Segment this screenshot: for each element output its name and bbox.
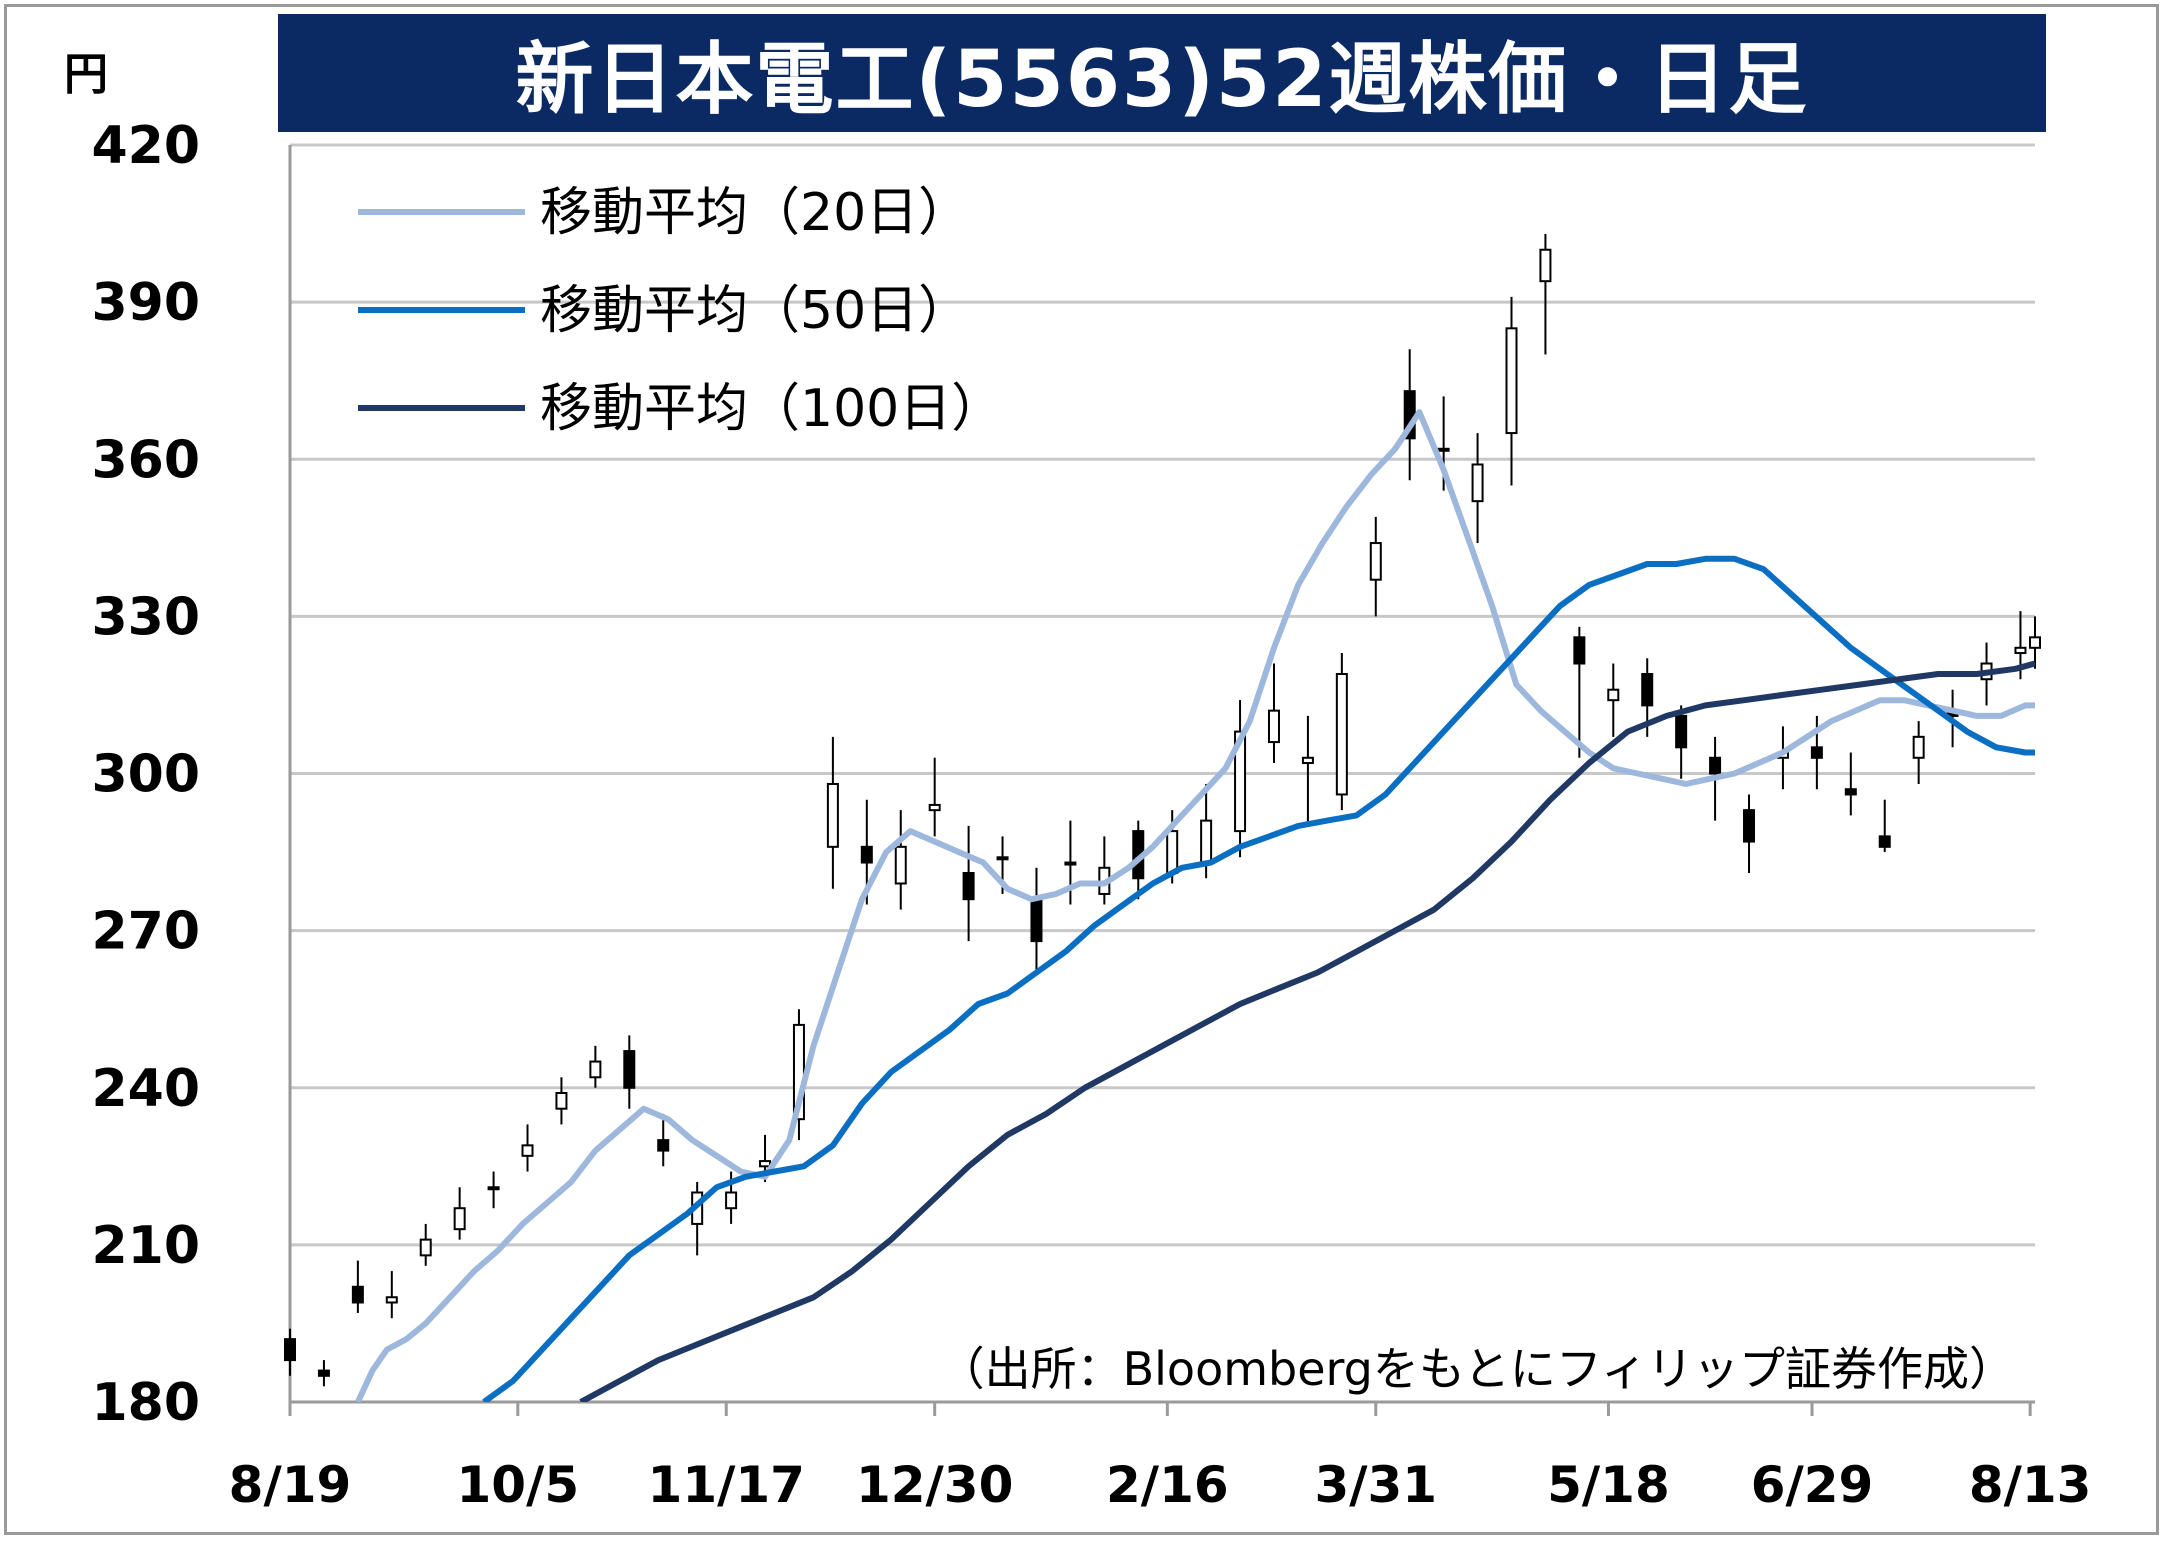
candle-body xyxy=(1675,714,1688,749)
source-note: （出所：Bloombergをもとにフィリップ証券作成） xyxy=(939,1342,2015,1396)
y-tick-label: 360 xyxy=(91,430,200,490)
candle-body xyxy=(1200,819,1213,864)
candle-body xyxy=(928,803,941,812)
ma-line-0 xyxy=(355,409,2035,1402)
x-tick-label: 5/18 xyxy=(1547,1456,1670,1514)
x-tick-label: 6/29 xyxy=(1751,1456,1874,1514)
grid-lines xyxy=(290,143,2035,1247)
ma-line-1 xyxy=(482,555,2035,1402)
x-tick-label: 8/19 xyxy=(229,1456,352,1514)
candle-body xyxy=(521,1144,534,1157)
candle-body xyxy=(555,1091,568,1110)
y-tick-label: 390 xyxy=(91,273,200,333)
candle-body xyxy=(453,1207,466,1231)
candle-body xyxy=(284,1338,296,1362)
legend-label: 移動平均（100日） xyxy=(540,379,1003,439)
candle-body xyxy=(725,1191,738,1210)
candle-body xyxy=(589,1060,602,1079)
candle-body xyxy=(1810,746,1823,759)
candle-body xyxy=(623,1050,636,1089)
candle-body xyxy=(962,872,975,901)
candle-body xyxy=(2014,646,2027,655)
axes: 180 210 240 270 300 330 360 390 420 8/19 10/5 11/17… xyxy=(91,116,2091,1514)
candle-body xyxy=(1335,672,1348,796)
candle-body xyxy=(487,1186,500,1191)
candle-body xyxy=(1912,735,1925,759)
x-tick-label: 8/13 xyxy=(1969,1456,2092,1514)
y-tick-label: 210 xyxy=(91,1216,200,1276)
candle-body xyxy=(1641,672,1654,707)
y-tick-label: 300 xyxy=(91,745,200,805)
candle-body xyxy=(1437,447,1450,452)
candle-body xyxy=(657,1139,670,1152)
candle-body xyxy=(1878,835,1891,848)
candle-body xyxy=(1234,730,1247,833)
candle-body xyxy=(1267,709,1280,744)
candle-body xyxy=(826,782,839,848)
candle-body xyxy=(1369,542,1382,581)
candle-body xyxy=(996,856,1009,861)
candle-body xyxy=(385,1296,398,1304)
candle-body xyxy=(1539,248,1552,283)
x-tick-label: 2/16 xyxy=(1106,1456,1229,1514)
chart-frame xyxy=(4,4,2159,1535)
candle-body xyxy=(419,1238,432,1257)
x-tick-label: 3/31 xyxy=(1314,1456,1437,1514)
candle-body xyxy=(1166,830,1179,875)
y-axis-unit-label: 円 xyxy=(64,49,108,100)
candle-body xyxy=(1030,898,1043,943)
candle-body xyxy=(1471,463,1484,503)
candle-body xyxy=(2029,636,2041,649)
x-tick-label: 10/5 xyxy=(456,1456,579,1514)
y-tick-label: 330 xyxy=(91,587,200,647)
legend-label: 移動平均（50日） xyxy=(540,281,970,341)
candle-body xyxy=(1709,756,1722,775)
candle-body xyxy=(894,845,907,885)
x-tick-label: 11/17 xyxy=(648,1456,805,1514)
legend-label: 移動平均（20日） xyxy=(540,183,970,243)
x-tick-label: 12/30 xyxy=(856,1456,1013,1514)
legend: 移動平均（20日） 移動平均（50日） 移動平均（100日） xyxy=(358,183,1003,439)
y-tick-label: 180 xyxy=(91,1373,200,1433)
y-tick-label: 420 xyxy=(91,116,200,176)
y-tick-label: 240 xyxy=(91,1059,200,1119)
candle-body xyxy=(1505,327,1518,435)
candle-body xyxy=(759,1160,772,1168)
candle-body xyxy=(351,1285,364,1304)
y-tick-label: 270 xyxy=(91,902,200,962)
candle-body xyxy=(317,1369,330,1377)
candle-body xyxy=(1301,756,1314,765)
candle-body xyxy=(1844,788,1857,796)
candle-body xyxy=(1743,809,1756,843)
candle-body xyxy=(860,845,873,864)
candle-body xyxy=(1064,861,1077,866)
title-bar: 新日本電工(5563)52週株価・日足 xyxy=(278,14,2046,132)
candle-body xyxy=(1607,688,1620,702)
chart-title: 新日本電工(5563)52週株価・日足 xyxy=(515,35,1809,125)
moving-average-lines xyxy=(355,409,2035,1402)
candle-body xyxy=(1573,636,1586,665)
ma-line-2 xyxy=(579,660,2035,1402)
